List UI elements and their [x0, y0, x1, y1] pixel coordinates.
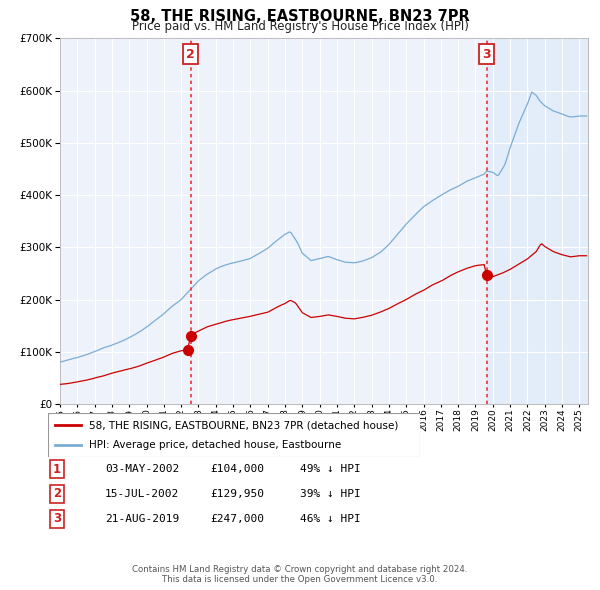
- Bar: [487, 38, 588, 404]
- Text: 15-JUL-2002: 15-JUL-2002: [105, 489, 179, 499]
- Text: 49% ↓ HPI: 49% ↓ HPI: [300, 464, 361, 474]
- Text: HPI: Average price, detached house, Eastbourne: HPI: Average price, detached house, East…: [89, 440, 341, 450]
- Text: £247,000: £247,000: [210, 514, 264, 523]
- Text: 2: 2: [53, 487, 61, 500]
- Text: £104,000: £104,000: [210, 464, 264, 474]
- Text: 46% ↓ HPI: 46% ↓ HPI: [300, 514, 361, 523]
- Text: £129,950: £129,950: [210, 489, 264, 499]
- Text: 3: 3: [53, 512, 61, 525]
- Text: 2: 2: [186, 48, 195, 61]
- Text: 03-MAY-2002: 03-MAY-2002: [105, 464, 179, 474]
- Text: 58, THE RISING, EASTBOURNE, BN23 7PR (detached house): 58, THE RISING, EASTBOURNE, BN23 7PR (de…: [89, 421, 398, 430]
- Text: Price paid vs. HM Land Registry's House Price Index (HPI): Price paid vs. HM Land Registry's House …: [131, 20, 469, 33]
- Text: 3: 3: [482, 48, 491, 61]
- FancyBboxPatch shape: [48, 413, 420, 457]
- Text: This data is licensed under the Open Government Licence v3.0.: This data is licensed under the Open Gov…: [163, 575, 437, 584]
- Text: 1: 1: [53, 463, 61, 476]
- Text: 39% ↓ HPI: 39% ↓ HPI: [300, 489, 361, 499]
- Text: Contains HM Land Registry data © Crown copyright and database right 2024.: Contains HM Land Registry data © Crown c…: [132, 565, 468, 574]
- Text: 21-AUG-2019: 21-AUG-2019: [105, 514, 179, 523]
- Text: 58, THE RISING, EASTBOURNE, BN23 7PR: 58, THE RISING, EASTBOURNE, BN23 7PR: [130, 9, 470, 24]
